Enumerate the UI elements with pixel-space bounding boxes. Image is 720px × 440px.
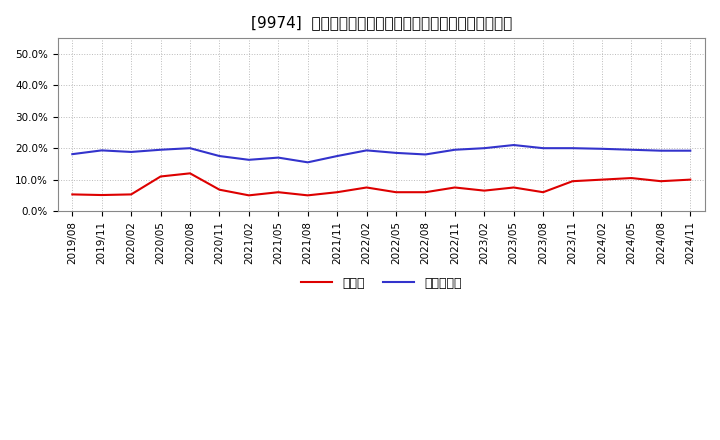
有利子負債 [686, 148, 695, 153]
Title: [9974]  現預金、有利子負債の総資産に対する比率の推移: [9974] 現預金、有利子負債の総資産に対する比率の推移 [251, 15, 512, 30]
有利子負債 [657, 148, 665, 153]
現預金 [598, 177, 606, 182]
有利子負債 [568, 146, 577, 151]
現預金 [362, 185, 371, 190]
現預金 [333, 190, 341, 195]
現預金 [68, 192, 76, 197]
有利子負債 [510, 143, 518, 148]
有利子負債 [627, 147, 636, 152]
有利子負債 [480, 146, 489, 151]
現預金 [451, 185, 459, 190]
有利子負債 [97, 148, 106, 153]
Line: 有利子負債: 有利子負債 [72, 145, 690, 162]
現預金 [421, 190, 430, 195]
有利子負債 [215, 154, 224, 159]
現預金 [510, 185, 518, 190]
現預金 [245, 193, 253, 198]
有利子負債 [362, 148, 371, 153]
現預金 [97, 192, 106, 198]
現預金 [657, 179, 665, 184]
有利子負債 [245, 157, 253, 162]
有利子負債 [156, 147, 165, 152]
有利子負債 [68, 151, 76, 157]
現預金 [186, 171, 194, 176]
現預金 [127, 192, 135, 197]
有利子負債 [303, 160, 312, 165]
Legend: 現預金, 有利子負債: 現預金, 有利子負債 [296, 272, 467, 295]
有利子負債 [539, 146, 547, 151]
有利子負債 [421, 152, 430, 157]
有利子負債 [392, 150, 400, 155]
有利子負債 [333, 154, 341, 159]
Line: 現預金: 現預金 [72, 173, 690, 195]
現預金 [274, 190, 283, 195]
有利子負債 [451, 147, 459, 152]
現預金 [156, 174, 165, 179]
有利子負債 [274, 155, 283, 160]
現預金 [686, 177, 695, 182]
現預金 [392, 190, 400, 195]
現預金 [303, 193, 312, 198]
有利子負債 [186, 146, 194, 151]
現預金 [539, 190, 547, 195]
現預金 [568, 179, 577, 184]
有利子負債 [127, 149, 135, 154]
有利子負債 [598, 146, 606, 151]
現預金 [480, 188, 489, 193]
現預金 [627, 176, 636, 181]
現預金 [215, 187, 224, 192]
